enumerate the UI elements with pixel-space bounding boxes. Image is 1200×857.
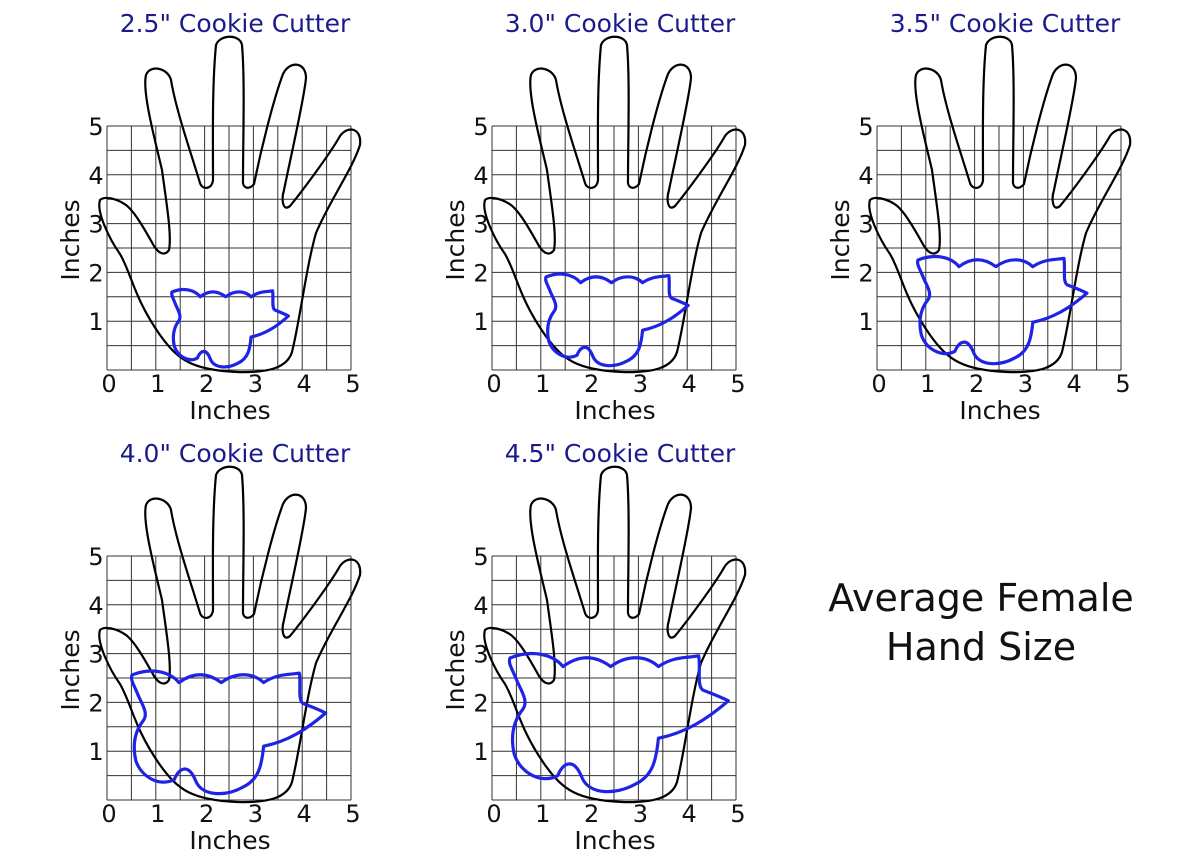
x-axis-label: Inches — [574, 396, 655, 425]
x-tick-label: 2 — [199, 370, 214, 398]
y-tick-label: 3 — [473, 641, 488, 669]
x-axis-label: Inches — [189, 826, 270, 855]
hand-outline — [98, 35, 362, 374]
x-tick-label: 3 — [248, 800, 263, 828]
x-tick-label: 1 — [535, 800, 550, 828]
y-tick-label: 1 — [473, 308, 488, 336]
y-axis-label: Inches — [826, 199, 855, 280]
x-tick-label: 4 — [297, 370, 312, 398]
cookie-cutter-outline — [131, 671, 325, 794]
panel-title: 3.5" Cookie Cutter — [890, 9, 1121, 38]
y-tick-label: 4 — [858, 162, 873, 190]
y-tick-label: 4 — [88, 162, 103, 190]
panel-title: 3.0" Cookie Cutter — [505, 9, 736, 38]
x-tick-label: 2 — [969, 370, 984, 398]
y-tick-label: 5 — [88, 543, 103, 571]
cookie-cutter-outline — [172, 290, 289, 367]
x-tick-label: 5 — [345, 370, 360, 398]
y-tick-label: 5 — [858, 113, 873, 141]
y-tick-label: 1 — [88, 738, 103, 766]
panel-title: 4.0" Cookie Cutter — [120, 439, 351, 468]
x-tick-label: 0 — [871, 370, 886, 398]
hand-outline — [868, 35, 1132, 374]
panel-5: 4.5" Cookie Cutter 0 1 2 3 4 5 1 2 3 4 5 Inches Inche… — [441, 439, 747, 855]
y-tick-label: 1 — [858, 308, 873, 336]
x-axis-label: Inches — [189, 396, 270, 425]
x-tick-label: 0 — [101, 800, 116, 828]
x-tick-label: 2 — [584, 370, 599, 398]
y-tick-label: 3 — [88, 641, 103, 669]
y-tick-label: 5 — [473, 543, 488, 571]
y-axis-label: Inches — [56, 629, 85, 710]
panel-1: 2.5" Cookie Cutter 0 1 2 3 4 5 1 2 3 4 5 Inches Inche… — [56, 9, 362, 425]
x-tick-label: 4 — [1067, 370, 1082, 398]
y-axis-label: Inches — [441, 199, 470, 280]
grid — [106, 125, 352, 371]
x-tick-label: 4 — [682, 800, 697, 828]
caption-line-1: Average Female — [828, 576, 1134, 620]
cookie-cutter-outline — [918, 257, 1087, 364]
y-tick-label: 4 — [473, 162, 488, 190]
x-tick-label: 1 — [535, 370, 550, 398]
x-tick-label: 5 — [730, 370, 745, 398]
panel-4: 4.0" Cookie Cutter 0 1 2 3 4 5 1 2 3 4 5 Inches Inche… — [56, 439, 362, 855]
x-tick-label: 3 — [633, 800, 648, 828]
x-tick-label: 3 — [1018, 370, 1033, 398]
y-tick-label: 2 — [473, 259, 488, 287]
y-tick-label: 4 — [473, 592, 488, 620]
y-tick-label: 2 — [88, 689, 103, 717]
caption-line-2: Hand Size — [886, 625, 1076, 669]
x-tick-label: 1 — [150, 800, 165, 828]
x-tick-label: 0 — [486, 370, 501, 398]
panel-title: 2.5" Cookie Cutter — [120, 9, 351, 38]
cookie-cutter-outline — [546, 274, 689, 366]
x-tick-label: 0 — [486, 800, 501, 828]
x-tick-label: 5 — [345, 800, 360, 828]
y-tick-label: 1 — [473, 738, 488, 766]
x-axis-label: Inches — [959, 396, 1040, 425]
x-tick-label: 4 — [297, 800, 312, 828]
y-tick-label: 5 — [473, 113, 488, 141]
y-tick-label: 2 — [858, 259, 873, 287]
y-tick-label: 3 — [858, 211, 873, 239]
y-tick-label: 5 — [88, 113, 103, 141]
panel-3: 3.5" Cookie Cutter 0 1 2 3 4 5 1 2 3 4 5 Inches Inche… — [826, 9, 1132, 425]
grid — [876, 125, 1122, 371]
y-tick-label: 1 — [88, 308, 103, 336]
y-axis-label: Inches — [441, 629, 470, 710]
x-tick-label: 0 — [101, 370, 116, 398]
x-axis-label: Inches — [574, 826, 655, 855]
x-tick-label: 1 — [920, 370, 935, 398]
x-tick-label: 2 — [199, 800, 214, 828]
y-tick-label: 2 — [473, 689, 488, 717]
x-tick-label: 4 — [682, 370, 697, 398]
x-tick-label: 1 — [150, 370, 165, 398]
grid — [491, 555, 737, 801]
y-tick-label: 2 — [88, 259, 103, 287]
panels: 2.5" Cookie Cutter 0 1 2 3 4 5 1 2 3 4 5 Inches Inche… — [56, 9, 1132, 855]
panel-2: 3.0" Cookie Cutter 0 1 2 3 4 5 1 2 3 4 5 Inches Inche… — [441, 9, 747, 425]
hand-outline — [483, 35, 747, 374]
hand-outline — [483, 465, 747, 804]
grid — [491, 125, 737, 371]
y-tick-label: 3 — [88, 211, 103, 239]
y-tick-label: 4 — [88, 592, 103, 620]
panel-title: 4.5" Cookie Cutter — [505, 439, 736, 468]
y-axis-label: Inches — [56, 199, 85, 280]
x-tick-label: 5 — [1115, 370, 1130, 398]
x-tick-label: 3 — [248, 370, 263, 398]
x-tick-label: 2 — [584, 800, 599, 828]
x-tick-label: 5 — [730, 800, 745, 828]
hand-outline — [98, 465, 362, 804]
y-tick-label: 3 — [473, 211, 488, 239]
x-tick-label: 3 — [633, 370, 648, 398]
cookie-cutter-outline — [509, 654, 728, 792]
